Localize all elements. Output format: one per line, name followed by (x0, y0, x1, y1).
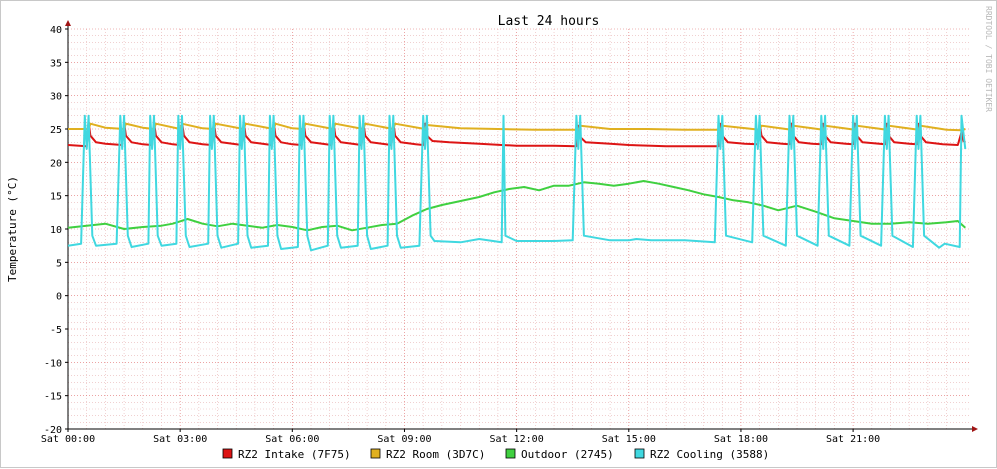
x-tick-label: Sat 18:00 (714, 434, 768, 445)
y-tick-label: 10 (50, 225, 62, 236)
y-tick-label: 5 (56, 258, 62, 269)
series-1 (68, 124, 965, 131)
y-tick-label: -5 (50, 325, 62, 336)
y-tick-label: 0 (56, 292, 62, 303)
y-tick-label: 25 (50, 125, 62, 136)
series-2 (68, 181, 965, 230)
x-tick-label: Sat 03:00 (153, 434, 207, 445)
legend-label: RZ2 Room (3D7C) (386, 448, 485, 461)
x-tick-label: Sat 09:00 (377, 434, 431, 445)
x-tick-label: Sat 00:00 (41, 434, 95, 445)
y-tick-label: 40 (50, 25, 62, 36)
watermark-text: RRDTOOL / TOBI OETIKER (984, 6, 993, 112)
legend-label: RZ2 Cooling (3588) (650, 448, 769, 461)
x-tick-label: Sat 12:00 (490, 434, 544, 445)
chart-title: Last 24 hours (498, 14, 600, 29)
y-tick-label: -10 (44, 358, 62, 369)
x-tick-label: Sat 06:00 (265, 434, 319, 445)
y-axis-label: Temperature (°C) (6, 176, 19, 282)
legend-swatch (223, 449, 232, 458)
legend-swatch (635, 449, 644, 458)
y-axis-arrow (65, 20, 71, 26)
legend-label: Outdoor (2745) (521, 448, 614, 461)
series-line (68, 124, 965, 131)
legend-swatch (506, 449, 515, 458)
y-tick-label: 15 (50, 192, 62, 203)
y-tick-label: 20 (50, 158, 62, 169)
y-tick-label: 30 (50, 92, 62, 103)
x-tick-label: Sat 21:00 (826, 434, 880, 445)
legend-label: RZ2 Intake (7F75) (238, 448, 351, 461)
y-tick-label: 35 (50, 58, 62, 69)
series-line (68, 181, 965, 230)
legend-swatch (371, 449, 380, 458)
x-axis-arrow (972, 426, 978, 432)
x-tick-label: Sat 15:00 (602, 434, 656, 445)
y-tick-label: -15 (44, 392, 62, 403)
